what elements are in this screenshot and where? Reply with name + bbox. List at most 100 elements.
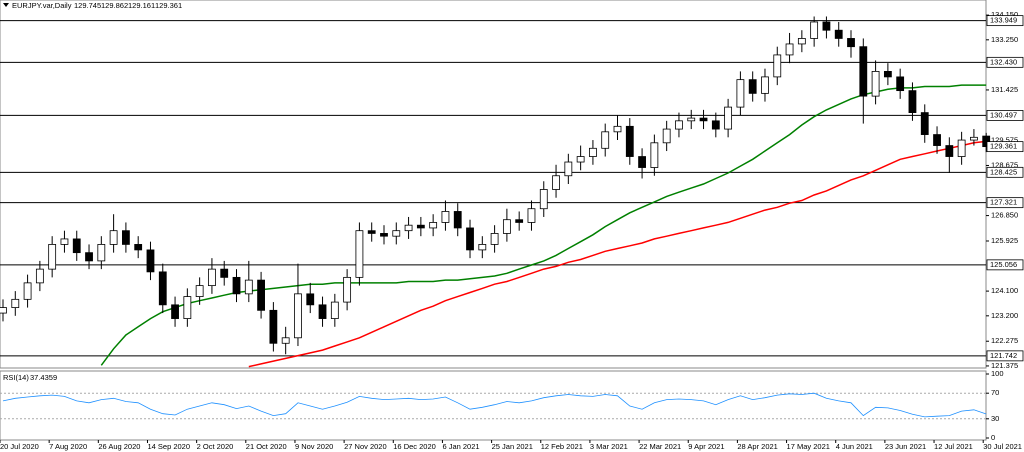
x-tick-label: 12 Feb 2021	[541, 442, 583, 451]
candle-body	[736, 79, 745, 108]
x-tick-label: 9 Apr 2021	[688, 442, 724, 451]
candle-body	[859, 46, 868, 97]
candle-body	[724, 106, 733, 130]
candle-body	[281, 337, 290, 344]
candle-body	[146, 249, 155, 273]
candle-body	[810, 21, 819, 39]
candle-body	[748, 79, 757, 94]
x-tick-label: 30 Jul 2021	[983, 442, 1022, 451]
header-open: 129.745	[74, 1, 101, 10]
candle-body	[589, 147, 597, 157]
candle-body	[970, 136, 978, 141]
level-label: 121.742	[990, 351, 1017, 360]
candle-body	[183, 296, 192, 319]
rsi-panel	[0, 370, 987, 441]
level-box	[986, 350, 1024, 362]
candle-body	[613, 125, 622, 133]
y-tick-label: 128.675	[991, 160, 1018, 169]
rsi-line	[2, 392, 987, 418]
symbol-title: EURJPY.var,Daily	[12, 1, 72, 10]
level-box	[986, 197, 1024, 209]
x-tick-label: 17 May 2021	[787, 442, 830, 451]
x-tick-label: 4 Jun 2021	[836, 442, 873, 451]
candle-body	[269, 309, 278, 344]
y-tick-label: 70	[991, 388, 999, 397]
candle-body	[761, 76, 769, 94]
y-tick-label: 133.250	[991, 35, 1018, 44]
x-tick-label: 26 Aug 2020	[98, 442, 140, 451]
level-box	[986, 110, 1024, 121]
candle-body	[11, 298, 20, 308]
candle-body	[896, 76, 905, 92]
candle-body	[23, 282, 32, 300]
candle-body	[920, 112, 929, 135]
candle-body	[48, 244, 57, 270]
candle-body	[502, 219, 511, 234]
x-tick-label: 9 Nov 2020	[295, 442, 333, 451]
candle-body	[453, 211, 462, 229]
x-tick-label: 21 Oct 2020	[246, 442, 287, 451]
candle-body	[220, 268, 229, 278]
candle-body	[466, 227, 474, 251]
candle-body	[785, 43, 794, 56]
header-close: 129.361	[155, 1, 182, 10]
y-tick-label: 124.100	[991, 286, 1018, 295]
candle-body	[60, 238, 69, 245]
candle-body	[675, 120, 683, 130]
candle-body	[797, 38, 806, 45]
x-tick-label: 3 Mar 2021	[590, 442, 628, 451]
candle-body	[244, 279, 253, 295]
candle-body	[834, 29, 843, 39]
candle-body	[97, 244, 106, 262]
candle-body	[343, 276, 352, 303]
candle-body	[847, 38, 855, 48]
last-price-box	[986, 141, 1024, 153]
y-tick-label: 131.425	[991, 85, 1018, 94]
candle-body	[711, 120, 720, 130]
candle-body	[0, 307, 7, 314]
level-box	[986, 166, 1024, 178]
candle-body	[490, 233, 499, 245]
candle-body	[85, 252, 93, 262]
candle-body	[122, 230, 130, 245]
candle-body	[601, 131, 610, 149]
y-tick-label: 123.200	[991, 311, 1018, 320]
candle-body	[822, 21, 831, 31]
x-tick-label: 2 Oct 2020	[197, 442, 234, 451]
candle-body	[392, 230, 401, 237]
candle-body	[416, 224, 425, 229]
x-tick-label: 28 Apr 2021	[737, 442, 777, 451]
x-tick-label: 25 Jan 2021	[492, 442, 533, 451]
y-tick-label: 134.150	[991, 10, 1018, 19]
level-label: 130.497	[990, 110, 1017, 119]
candle-body	[478, 244, 487, 251]
x-tick-label: 7 Aug 2020	[49, 442, 87, 451]
candle-body	[134, 244, 143, 251]
candle-body	[871, 71, 880, 97]
candle-body	[208, 268, 216, 287]
candle-body	[195, 285, 204, 297]
candle-body	[638, 156, 646, 168]
y-tick-label: 100	[991, 369, 1004, 378]
level-label: 125.056	[990, 260, 1017, 269]
level-box	[986, 259, 1024, 271]
candle-body	[933, 134, 941, 146]
candle-body	[699, 117, 708, 122]
rsi-title: RSI(14)	[3, 373, 29, 382]
y-tick-label: 122.275	[991, 336, 1018, 345]
candle-body	[429, 222, 438, 229]
candle-body	[306, 293, 315, 306]
candle-body	[957, 139, 966, 157]
header-high: 129.862	[101, 1, 128, 10]
candle-body	[380, 233, 388, 237]
candle-body	[109, 230, 118, 245]
x-tick-label: 22 Mar 2021	[639, 442, 681, 451]
candle-body	[527, 208, 536, 223]
candle-body	[158, 271, 167, 306]
candle-body	[404, 224, 413, 232]
y-tick-label: 126.850	[991, 211, 1018, 220]
x-tick-label: 23 Jun 2021	[885, 442, 926, 451]
main-panel	[0, 0, 987, 369]
candle-body	[662, 128, 671, 144]
level-label: 133.949	[990, 16, 1017, 25]
